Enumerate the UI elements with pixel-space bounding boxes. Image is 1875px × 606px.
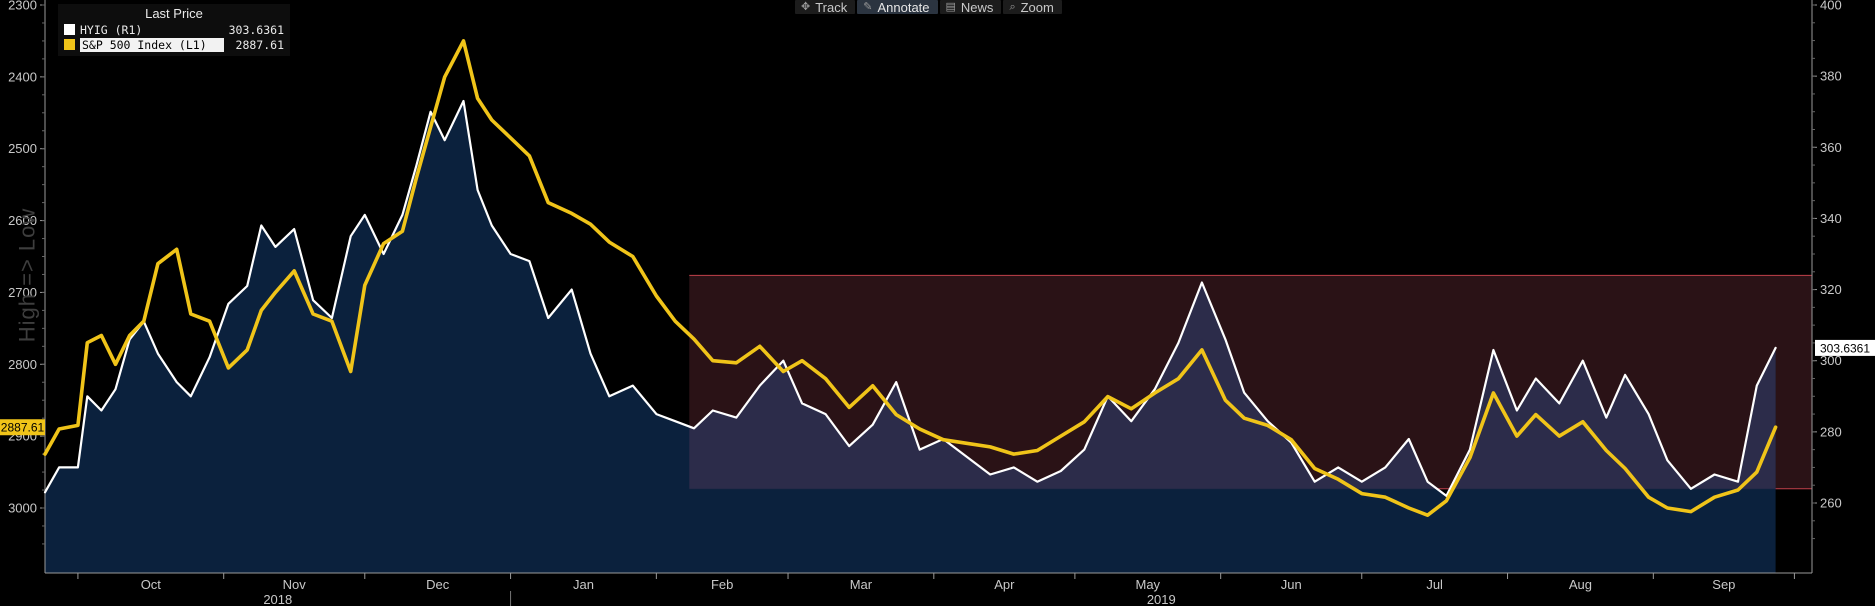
- right-tick-label: 400: [1820, 0, 1842, 13]
- left-tick-label: 2700: [8, 285, 37, 300]
- month-label: Aug: [1569, 577, 1592, 592]
- right-tick-label: 360: [1820, 140, 1842, 155]
- track-button[interactable]: ✥ Track: [795, 0, 856, 15]
- series-lines-layer: [43, 39, 1778, 517]
- annotate-button[interactable]: ✎ Annotate: [857, 0, 938, 15]
- right-tick-label: 280: [1820, 424, 1842, 439]
- legend-value-spx: 2887.61: [235, 37, 284, 52]
- right-tick-label: 320: [1820, 282, 1842, 297]
- right-price-tag-bg: [1815, 339, 1875, 356]
- right-price-tag: 303.6361: [1820, 341, 1870, 355]
- month-label: Feb: [711, 577, 733, 592]
- area-fill-layer: [45, 101, 1776, 573]
- year-label: 2019: [1147, 592, 1176, 606]
- left-tick-label: 2400: [8, 69, 37, 84]
- annotate-label: Annotate: [877, 0, 930, 15]
- right-tick-label: 380: [1820, 69, 1842, 84]
- legend-swatch-hyig: [64, 24, 75, 35]
- left-tick-label: 2300: [8, 0, 37, 13]
- hyig-area-fill: [45, 101, 1776, 573]
- left-price-tag-bg: [0, 419, 45, 436]
- left-tick-label: 3000: [8, 501, 37, 516]
- legend-value-hyig: 303.6361: [228, 22, 284, 37]
- zoom-label: Zoom: [1020, 0, 1054, 15]
- legend-entry-spx[interactable]: S&P 500 Index (L1) 2887.61: [64, 37, 284, 52]
- month-label: Mar: [850, 577, 873, 592]
- chart-toolbar: ✥ Track ✎ Annotate ▤ News ⌕ Zoom: [795, 0, 1062, 14]
- right-tick-label: 340: [1820, 211, 1842, 226]
- news-icon: ▤: [945, 0, 956, 13]
- pencil-icon: ✎: [863, 0, 873, 13]
- zoom-button[interactable]: ⌕ Zoom: [1003, 0, 1062, 15]
- left-tick-label: 2800: [8, 357, 37, 372]
- left-tick-label: 2600: [8, 213, 37, 228]
- legend-swatch-spx: [64, 39, 75, 50]
- legend-entry-hyig[interactable]: HYIG (R1) 303.6361: [64, 22, 284, 37]
- right-tick-label: 260: [1820, 496, 1842, 511]
- month-label: Sep: [1712, 577, 1735, 592]
- left-tick-label: 2500: [8, 141, 37, 156]
- hyig-line: [43, 99, 1777, 497]
- left-price-tag: 2887.61: [1, 421, 45, 435]
- year-label: 2018: [263, 592, 292, 606]
- month-label: Dec: [426, 577, 450, 592]
- right-tick-label: 300: [1820, 353, 1842, 368]
- chart-legend: Last Price HYIG (R1) 303.6361 S&P 500 In…: [58, 4, 290, 56]
- magnifier-icon: ⌕: [1009, 0, 1016, 13]
- month-label: May: [1136, 577, 1161, 592]
- month-label: Nov: [283, 577, 307, 592]
- news-button[interactable]: ▤ News: [939, 0, 1002, 15]
- crosshair-icon: ✥: [801, 0, 811, 13]
- track-label: Track: [815, 0, 848, 15]
- news-label: News: [960, 0, 994, 15]
- legend-title: Last Price: [145, 6, 203, 21]
- hyig-area-band-overlay: [689, 282, 1776, 489]
- legend-name-spx: S&P 500 Index (L1): [80, 37, 224, 52]
- month-label: Jan: [573, 577, 594, 592]
- spx-line: [43, 39, 1778, 517]
- month-label: Jun: [1281, 577, 1302, 592]
- legend-name-hyig: HYIG (R1): [80, 22, 143, 37]
- axis-direction-label: High => Low: [14, 207, 40, 343]
- month-label: Oct: [141, 577, 162, 592]
- month-label: Apr: [994, 577, 1015, 592]
- price-tag-layer: 2887.61 303.6361: [0, 339, 1875, 436]
- month-label: Jul: [1426, 577, 1443, 592]
